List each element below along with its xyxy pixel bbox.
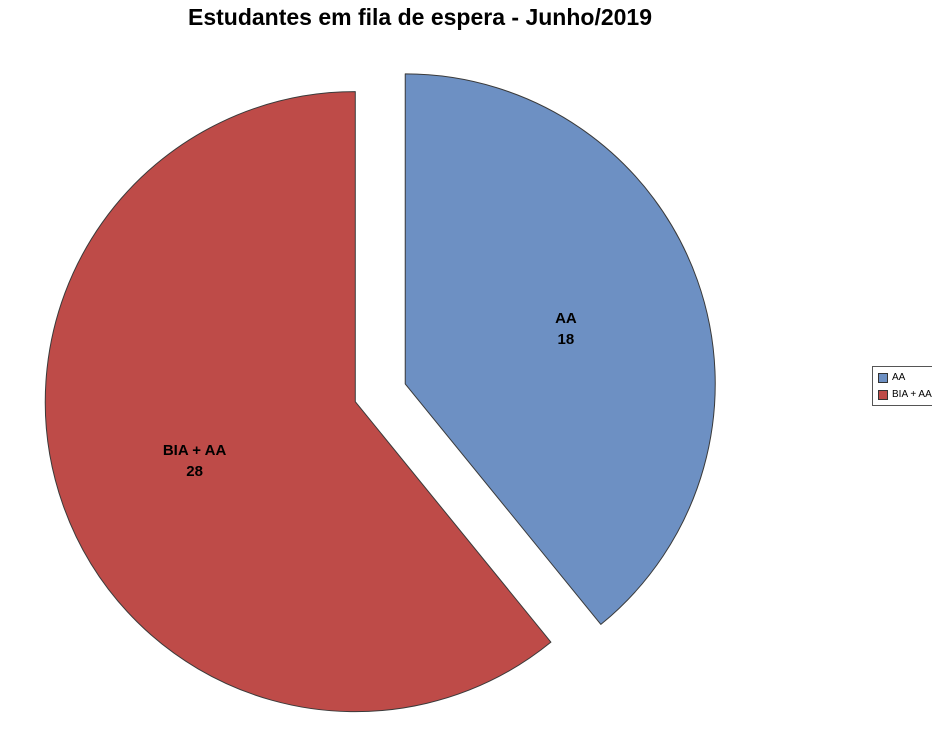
legend-item-aa: AA [878,372,932,383]
slice-label-aa: AA 18 [555,310,577,348]
slice-label-bia-aa: BIA + AA 28 [163,442,227,480]
pie-slice-aa [404,73,716,625]
legend-label: BIA + AA [892,389,932,400]
legend-item-bia-aa: BIA + AA [878,389,932,400]
chart-title: Estudantes em fila de espera - Junho/201… [188,4,652,30]
legend-label: AA [892,372,906,383]
legend-swatch-bia-aa [878,389,888,400]
legend: AA BIA + AA [872,366,932,406]
pie-slice-bia-aa [44,91,552,713]
legend-swatch-aa [878,372,888,383]
